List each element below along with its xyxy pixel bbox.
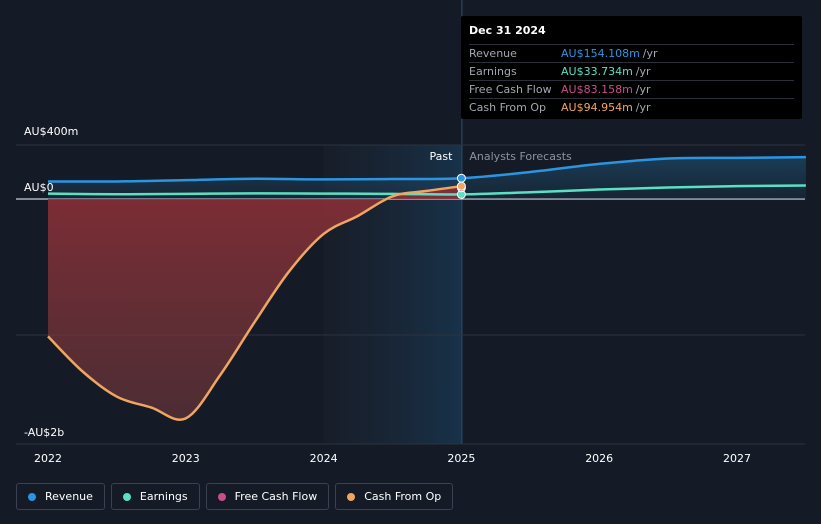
legend: Revenue Earnings Free Cash Flow Cash From O… (16, 483, 454, 510)
legend-dot-icon (122, 492, 131, 501)
legend-label: Revenue (45, 490, 93, 503)
legend-item-earnings[interactable]: Earnings (110, 483, 200, 510)
legend-dot-icon (347, 492, 356, 501)
earnings-line (47, 184, 806, 196)
x-tick-label: 2025 (447, 452, 475, 465)
x-tick-label: 2027 (723, 452, 751, 465)
legend-label: Free Cash Flow (234, 490, 318, 503)
y-tick-label: AU$0 (24, 181, 54, 194)
legend-dot-icon (217, 492, 226, 501)
tooltip-row-label: Earnings (469, 65, 517, 78)
legend-dot-icon (28, 492, 36, 501)
tooltip-row-label: Free Cash Flow (469, 83, 552, 96)
tooltip-row: Free Cash Flow AU$83.158m/yr (469, 81, 794, 99)
x-tick-label: 2024 (310, 452, 338, 465)
tooltip-row-label: Revenue (469, 47, 517, 60)
tooltip-date: Dec 31 2024 (469, 24, 794, 45)
legend-item-free-cash-flow[interactable]: Free Cash Flow (205, 483, 330, 510)
tooltip-row-label: Cash From Op (469, 101, 547, 114)
cash-from-op-area (48, 186, 462, 420)
x-tick-label: 2022 (34, 452, 62, 465)
tooltip-row-value: AU$154.108m (561, 47, 640, 60)
tooltip-row: Cash From Op AU$94.954m/yr (469, 99, 794, 116)
legend-item-revenue[interactable]: Revenue (16, 483, 105, 510)
tooltip-row-unit: /yr (635, 65, 651, 78)
legend-item-cash-from-op[interactable]: Cash From Op (335, 483, 454, 510)
chart-plot: AU$400m AU$0 -AU$2b 2022 2023 2024 2025 2026 202… (16, 0, 806, 465)
tooltip-row-unit: /yr (635, 83, 651, 96)
tooltip-row-value: AU$94.954m (561, 101, 633, 114)
tooltip-row-unit: /yr (635, 101, 651, 114)
tooltip-panel: Dec 31 2024 Revenue AU$154.108m/yr Earning… (461, 16, 802, 119)
tooltip-row-value: AU$83.158m (561, 83, 633, 96)
y-tick-label: AU$400m (24, 125, 78, 138)
legend-label: Earnings (139, 490, 188, 503)
legend-label: Cash From Op (364, 490, 442, 503)
revenue-line (47, 155, 806, 183)
revenue-marker (456, 173, 466, 183)
tooltip-rows: Revenue AU$154.108m/yr Earnings AU$33.734m /… (469, 45, 794, 116)
x-tick-label: 2023 (172, 452, 200, 465)
forecast-label: Analysts Forecasts (469, 150, 572, 163)
x-tick-label: 2026 (585, 452, 613, 465)
cash-from-op-line (47, 184, 462, 421)
tooltip-row-unit: /yr (642, 47, 658, 60)
tooltip-row-value: AU$33.734m (561, 65, 633, 78)
tooltip-row: Earnings AU$33.734m/yr (469, 63, 794, 81)
y-tick-label: -AU$2b (24, 426, 64, 439)
divider-line (461, 0, 463, 444)
tooltip-row: Revenue AU$154.108m/yr (469, 45, 794, 63)
cash-from-op-marker (456, 181, 466, 191)
past-label: Past (429, 150, 453, 163)
